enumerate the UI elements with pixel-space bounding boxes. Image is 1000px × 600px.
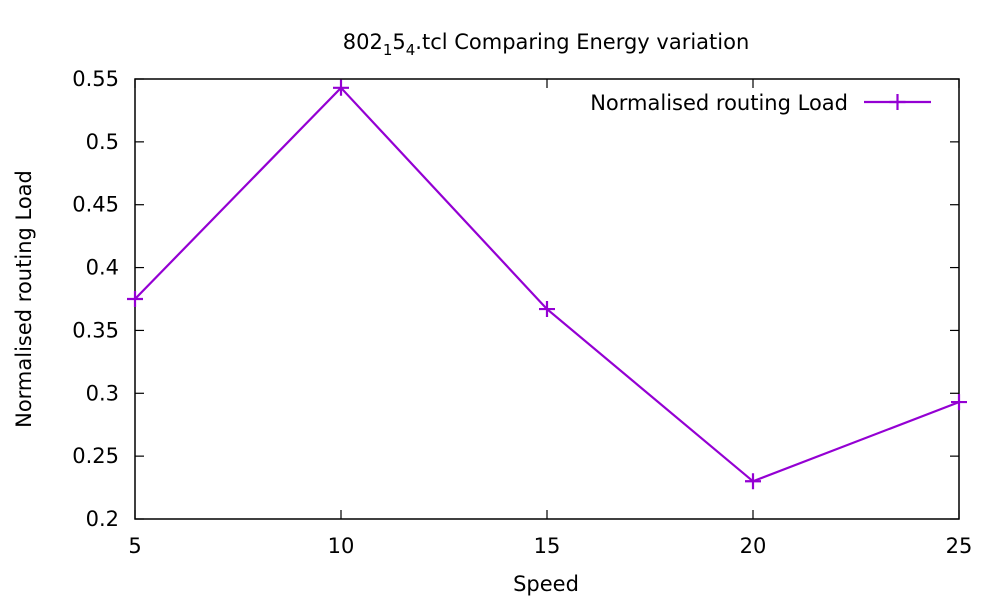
x-tick-label: 5 bbox=[128, 534, 141, 558]
x-axis-label: Speed bbox=[513, 572, 579, 596]
y-axis-label: Normalised routing Load bbox=[12, 170, 36, 428]
x-tick-label: 15 bbox=[534, 534, 561, 558]
y-axis: 0.2 0.25 0.3 0.35 0.4 0.45 0.5 0.55 bbox=[72, 67, 959, 531]
legend-marker bbox=[889, 94, 906, 110]
y-tick-label: 0.25 bbox=[72, 444, 119, 468]
data-point-marker bbox=[745, 473, 761, 490]
y-tick-label: 0.35 bbox=[72, 318, 119, 342]
y-tick-label: 0.4 bbox=[86, 256, 119, 280]
x-tick-label: 25 bbox=[946, 534, 973, 558]
y-tick-label: 0.45 bbox=[72, 193, 119, 217]
legend-label: Normalised routing Load bbox=[590, 91, 848, 115]
y-tick-label: 0.55 bbox=[72, 67, 119, 91]
data-point-marker bbox=[333, 79, 349, 96]
data-point-marker bbox=[127, 291, 143, 307]
legend: Normalised routing Load bbox=[590, 91, 931, 115]
series-line bbox=[134, 86, 960, 483]
chart-title: 802154.tcl Comparing Energy variation bbox=[343, 30, 750, 59]
y-tick-label: 0.5 bbox=[86, 130, 119, 154]
series-layer bbox=[127, 79, 967, 490]
x-tick-label: 20 bbox=[740, 534, 767, 558]
data-point-marker bbox=[951, 394, 967, 411]
plot-frame bbox=[134, 78, 960, 520]
legend-swatch bbox=[864, 94, 931, 110]
data-point-marker bbox=[539, 301, 555, 318]
y-tick-label: 0.2 bbox=[86, 507, 119, 531]
y-tick-label: 0.3 bbox=[86, 381, 119, 405]
x-tick-label: 10 bbox=[328, 534, 355, 558]
x-axis: 5 10 15 20 25 bbox=[128, 79, 972, 558]
